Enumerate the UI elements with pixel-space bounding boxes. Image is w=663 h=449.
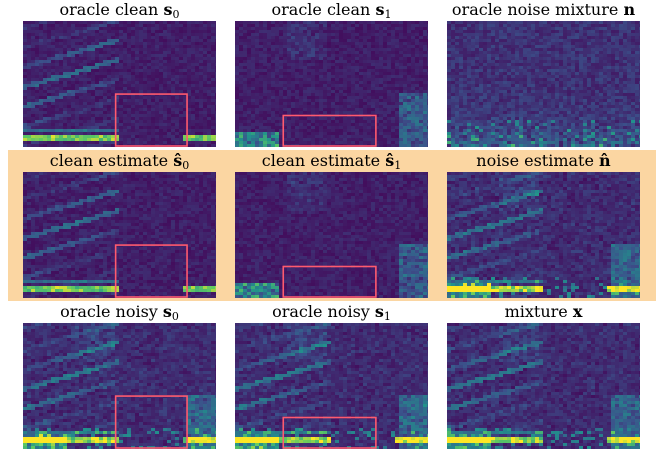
title-symbol: n [623,0,635,19]
title-symbol: ŝ [385,151,394,170]
title-subscript: 0 [172,310,179,323]
title-subscript: 1 [384,8,391,21]
title-symbol-letter: s [385,151,394,170]
title-text: oracle clean [272,0,376,19]
panel-title: oracle noisy s1 [225,302,438,322]
title-subscript: 1 [384,310,391,323]
panel-title: oracle clean s1 [225,0,438,20]
spectrogram-oracle-noise-mixture [447,21,640,147]
title-subscript: 0 [182,159,189,172]
panel-title: oracle clean s0 [13,0,226,20]
title-text: oracle clean [60,0,164,19]
panel-title: oracle noise mixture n [437,0,650,20]
spectrogram-oracle-noisy-s1 [235,323,428,449]
title-text: mixture [505,302,573,321]
spectrogram-oracle-clean-s0 [23,21,216,147]
title-symbol: s [375,302,384,321]
spectrogram-mixture [447,323,640,449]
panel-title: clean estimate ŝ0 [13,151,226,171]
title-subscript: 0 [172,8,179,21]
spectrogram-oracle-clean-s1 [235,21,428,147]
panel-title: mixture x [437,302,650,322]
title-symbol-letter: n [599,151,611,170]
title-text: oracle noise mixture [452,0,624,19]
title-text: clean estimate [262,151,385,170]
panel-title: clean estimate ŝ1 [225,151,438,171]
title-symbol: x [573,302,583,321]
spectrogram-clean-estimate-s0 [23,172,216,298]
title-symbol: n̂ [599,151,611,170]
title-symbol-letter: s [173,151,182,170]
title-subscript: 1 [394,159,401,172]
spectrogram-clean-estimate-s1 [235,172,428,298]
title-text: clean estimate [50,151,173,170]
spectrogram-noise-estimate [447,172,640,298]
title-text: noise estimate [476,151,599,170]
title-text: oracle noisy [60,302,163,321]
title-symbol: s [163,302,172,321]
panel-title: oracle noisy s0 [13,302,226,322]
panel-title: noise estimate n̂ [437,151,650,171]
spectrogram-oracle-noisy-s0 [23,323,216,449]
title-symbol: ŝ [173,151,182,170]
title-text: oracle noisy [272,302,375,321]
